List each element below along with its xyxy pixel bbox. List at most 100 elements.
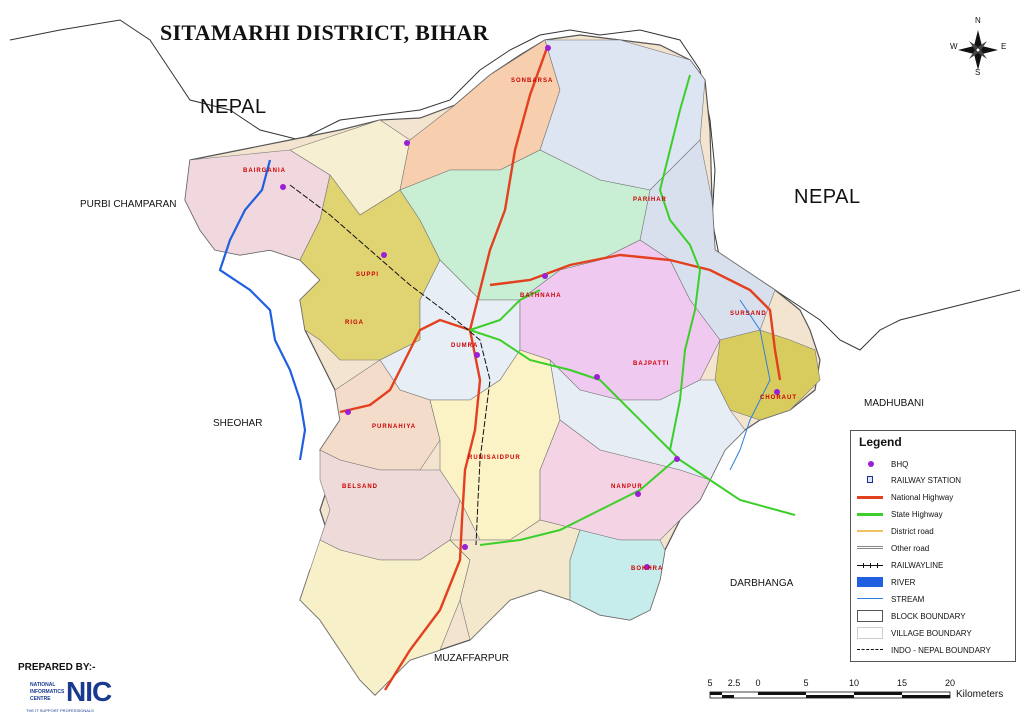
nic-line2: INFORMATICS (30, 689, 65, 695)
legend-item-block-boundary: BLOCK BOUNDARY (857, 609, 966, 623)
railway-line-icon (857, 558, 883, 572)
legend-item-indo-nepal-boundary: INDO - NEPAL BOUNDARY (857, 643, 991, 657)
prepared-by-label: PREPARED BY:- (18, 662, 96, 673)
block-label-parihar: PARIHAR (633, 197, 667, 203)
nic-line3: CENTRE (30, 696, 51, 702)
bhq-marker (404, 140, 410, 146)
river-bagmati (218, 159, 307, 461)
block-label-dumra: DUMRA (451, 343, 479, 349)
block-label-bokhra: BOKHRA (631, 566, 664, 572)
nepal-border-line (9, 19, 1021, 351)
map-title: SITAMARHI DISTRICT, BIHAR (160, 20, 489, 45)
region-label-nepal-east: NEPAL (794, 186, 861, 208)
state-highway-center (469, 329, 796, 516)
state-highway-north-center (469, 289, 541, 331)
bhq-marker (545, 45, 551, 51)
other-road-line-icon (857, 541, 883, 555)
bhq-marker (774, 389, 780, 395)
block-region-south-west (299, 539, 471, 696)
bhq-marker (594, 374, 600, 380)
legend-item-district-road: District road (857, 524, 934, 538)
nic-logo-text: NIC (66, 676, 112, 707)
block-label-belsand: BELSAND (342, 484, 379, 490)
region-label-nepal-west: NEPAL (200, 96, 267, 118)
block-label-sonbarsa: SONBARSA (511, 78, 554, 84)
state-highway-south (479, 459, 676, 546)
block-label-runisaidpur: RUNISAIDPUR (468, 455, 521, 461)
scale-tick-label: 10 (848, 678, 860, 688)
bhq-marker (280, 184, 286, 190)
indo-nepal-boundary-line-icon (857, 643, 883, 657)
region-label-muzaffarpur: MUZAFFARPUR (434, 653, 509, 664)
block-label-bairgania: BAIRGANIA (243, 168, 286, 174)
compass-rose-icon (958, 30, 998, 70)
bhq-markers (280, 45, 780, 570)
block-label-sursand: SURSAND (730, 311, 767, 317)
legend-item-railwayline: RAILWAYLINE (857, 558, 943, 572)
legend-label: BLOCK BOUNDARY (891, 611, 966, 621)
legend-label: VILLAGE BOUNDARY (891, 628, 972, 638)
scale-tick-label: 15 (896, 678, 908, 688)
legend-label: RAILWAYLINE (891, 560, 944, 570)
legend-item-state-highway: State Highway (857, 507, 943, 521)
block-label-nanpur: NANPUR (611, 484, 643, 490)
block-boundary-box-icon (857, 609, 883, 623)
block-label-suppi: SUPPI (356, 272, 380, 278)
legend-label: National Highway (891, 492, 954, 502)
village-boundary-box-icon (857, 626, 883, 640)
scale-tick-label: 2.5 (727, 678, 741, 688)
block-label-bathnaha: BATHNAHA (520, 293, 562, 299)
railway-station-icon (857, 473, 883, 487)
scale-tick-label: 5 (803, 678, 809, 688)
legend-item-stream: STREAM (857, 592, 924, 606)
river-fill-icon (857, 575, 883, 589)
compass-west-label: W (950, 42, 958, 51)
national-highway-west (339, 318, 471, 414)
bhq-marker (345, 409, 351, 415)
scale-bar-graphic (709, 691, 951, 699)
river-east (729, 299, 771, 471)
region-label-purbi-champaran: PURBI CHAMPARAN (80, 199, 177, 210)
scale-tick-label: 20 (944, 678, 956, 688)
scale-bar: 5 2.5 0 5 10 15 20 Kilometers (700, 678, 1020, 708)
nic-line1: NATIONAL (30, 682, 56, 688)
compass-north-label: N (975, 16, 981, 25)
scale-tick-label: 5 (707, 678, 713, 688)
legend-item-village-boundary: VILLAGE BOUNDARY (857, 626, 972, 640)
block-label-bajpatti: BAJPATTI (633, 361, 670, 367)
national-highway-line-icon (857, 490, 883, 504)
legend-item-national-highway: National Highway (857, 490, 953, 504)
bhq-marker (674, 456, 680, 462)
block-label-purnahiya: PURNAHIYA (372, 424, 417, 430)
scale-unit-label: Kilometers (956, 689, 1004, 700)
legend-label: STREAM (891, 594, 925, 604)
legend-label: BHQ (891, 459, 909, 469)
legend-item-other-road: Other road (857, 541, 929, 555)
national-highway-north-south (383, 44, 550, 691)
railway-line (289, 184, 491, 546)
bhq-dot-icon (857, 457, 883, 471)
nic-tagline: THE IT SUPPORT PROFESSIONALS (26, 708, 94, 713)
region-label-sheohar: SHEOHAR (213, 418, 263, 429)
state-highway-line-icon (857, 507, 883, 521)
region-label-darbhanga: DARBHANGA (730, 578, 794, 589)
national-highway-east (489, 253, 782, 381)
compass-east-label: E (1001, 42, 1007, 51)
legend-panel: Legend BHQ RAILWAY STATION National High… (850, 430, 1016, 662)
region-label-madhubani: MADHUBANI (864, 398, 925, 409)
block-region-bokhra (569, 529, 666, 621)
bhq-marker (644, 564, 650, 570)
nic-logo: NATIONAL INFORMATICS CENTRE NIC THE IT S… (26, 676, 112, 714)
bhq-marker (381, 252, 387, 258)
stream-line-icon (857, 592, 883, 606)
scale-tick-label: 0 (755, 678, 761, 688)
legend-label: Other road (891, 543, 930, 553)
block-label-choraut: CHORAUT (760, 395, 797, 401)
legend-item-bhq: BHQ (857, 457, 908, 471)
legend-label: RIVER (891, 577, 916, 587)
district-road-line-icon (857, 524, 883, 538)
bhq-marker (542, 273, 548, 279)
bhq-marker (635, 491, 641, 497)
legend-label: RAILWAY STATION (891, 475, 962, 485)
